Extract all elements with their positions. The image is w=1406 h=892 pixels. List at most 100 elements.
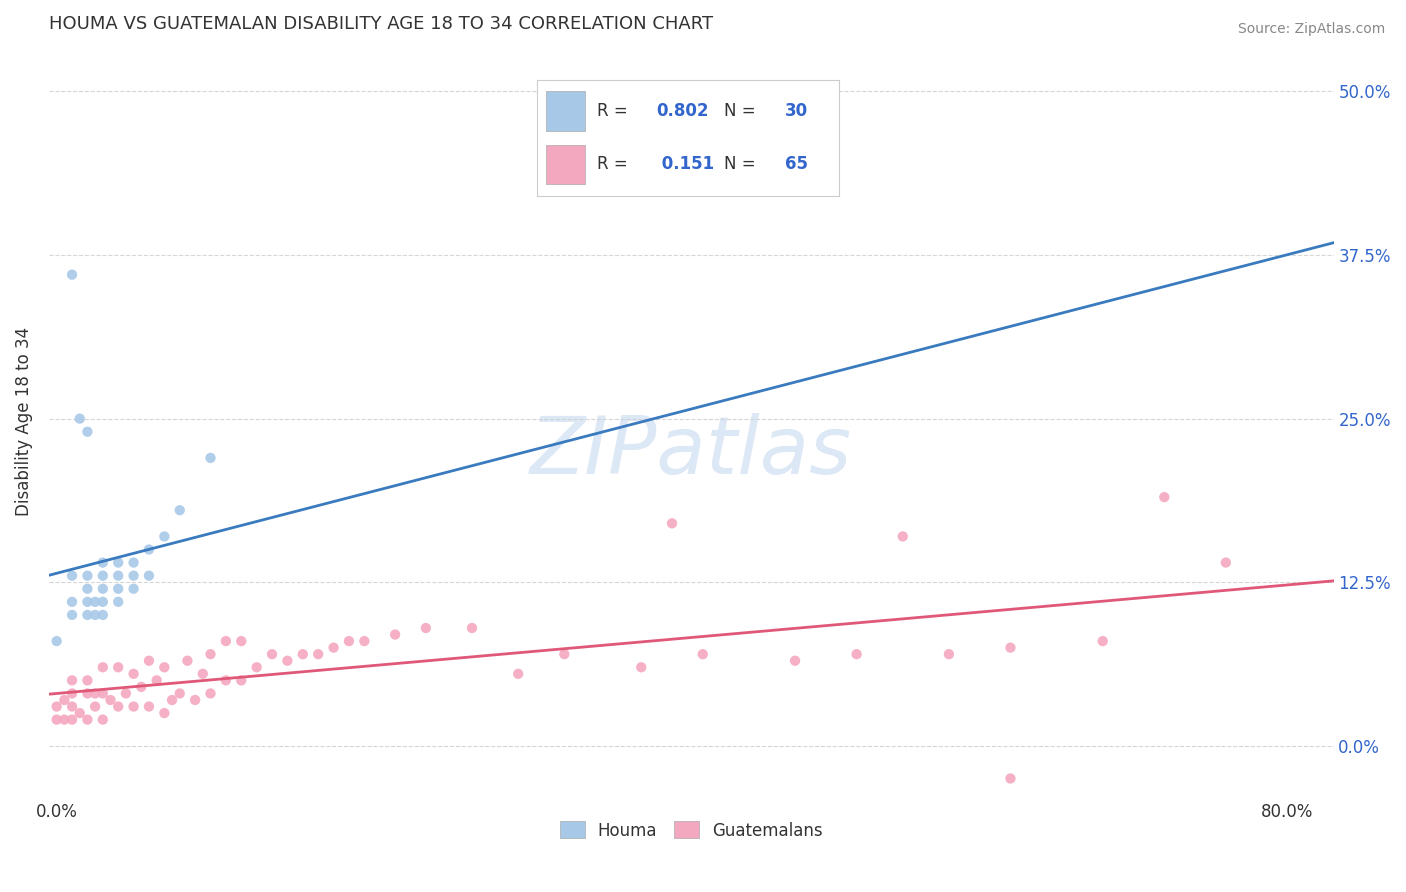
Point: [783, 654, 806, 668]
Point: [122, 699, 145, 714]
Point: [84, 699, 107, 714]
Point: [76, 607, 98, 622]
Point: [122, 568, 145, 582]
Point: [246, 660, 269, 674]
Point: [231, 673, 253, 688]
Point: [1153, 490, 1175, 504]
Point: [60, 673, 83, 688]
Text: ZIPatlas: ZIPatlas: [530, 413, 852, 491]
Point: [153, 660, 176, 674]
Point: [60, 607, 83, 622]
Point: [100, 693, 122, 707]
Point: [53, 713, 76, 727]
Point: [938, 647, 960, 661]
Point: [91, 713, 114, 727]
Point: [91, 660, 114, 674]
Point: [45, 634, 67, 648]
Point: [60, 686, 83, 700]
Point: [138, 542, 160, 557]
Point: [53, 693, 76, 707]
Legend: Houma, Guatemalans: Houma, Guatemalans: [553, 814, 830, 847]
Point: [84, 607, 107, 622]
Point: [553, 647, 575, 661]
Point: [91, 607, 114, 622]
Point: [337, 634, 360, 648]
Point: [122, 556, 145, 570]
Point: [215, 634, 238, 648]
Point: [200, 686, 222, 700]
Point: [60, 699, 83, 714]
Point: [169, 686, 191, 700]
Point: [91, 595, 114, 609]
Point: [153, 529, 176, 543]
Point: [461, 621, 484, 635]
Point: [231, 634, 253, 648]
Point: [276, 654, 298, 668]
Point: [153, 706, 176, 720]
Point: [260, 647, 283, 661]
Point: [630, 660, 652, 674]
Point: [107, 595, 129, 609]
Point: [122, 582, 145, 596]
Point: [138, 654, 160, 668]
Point: [176, 654, 198, 668]
Point: [692, 647, 714, 661]
Point: [91, 582, 114, 596]
Point: [84, 595, 107, 609]
Point: [508, 666, 530, 681]
Point: [76, 686, 98, 700]
Point: [76, 568, 98, 582]
Point: [1091, 634, 1114, 648]
Point: [107, 568, 129, 582]
Point: [91, 568, 114, 582]
Point: [184, 693, 207, 707]
Point: [60, 713, 83, 727]
Point: [191, 666, 214, 681]
Y-axis label: Disability Age 18 to 34: Disability Age 18 to 34: [15, 327, 32, 516]
Point: [60, 568, 83, 582]
Point: [307, 647, 329, 661]
Point: [138, 699, 160, 714]
Point: [1215, 556, 1237, 570]
Point: [353, 634, 375, 648]
Point: [160, 693, 183, 707]
Point: [384, 627, 406, 641]
Point: [200, 647, 222, 661]
Point: [322, 640, 344, 655]
Point: [1000, 640, 1022, 655]
Point: [291, 647, 314, 661]
Point: [107, 556, 129, 570]
Text: HOUMA VS GUATEMALAN DISABILITY AGE 18 TO 34 CORRELATION CHART: HOUMA VS GUATEMALAN DISABILITY AGE 18 TO…: [49, 15, 713, 33]
Text: Source: ZipAtlas.com: Source: ZipAtlas.com: [1237, 22, 1385, 37]
Point: [76, 673, 98, 688]
Point: [60, 595, 83, 609]
Point: [200, 450, 222, 465]
Point: [107, 660, 129, 674]
Point: [91, 556, 114, 570]
Point: [845, 647, 868, 661]
Point: [122, 666, 145, 681]
Point: [69, 411, 91, 425]
Point: [60, 268, 83, 282]
Point: [107, 582, 129, 596]
Point: [138, 568, 160, 582]
Point: [76, 425, 98, 439]
Point: [84, 686, 107, 700]
Point: [1000, 772, 1022, 786]
Point: [129, 680, 152, 694]
Point: [69, 706, 91, 720]
Point: [76, 582, 98, 596]
Point: [91, 686, 114, 700]
Point: [215, 673, 238, 688]
Point: [76, 713, 98, 727]
Point: [415, 621, 437, 635]
Point: [45, 713, 67, 727]
Point: [169, 503, 191, 517]
Point: [115, 686, 138, 700]
Point: [76, 595, 98, 609]
Point: [661, 516, 683, 531]
Point: [107, 699, 129, 714]
Point: [45, 699, 67, 714]
Point: [891, 529, 914, 543]
Point: [145, 673, 167, 688]
